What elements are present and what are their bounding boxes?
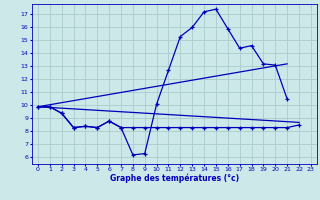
X-axis label: Graphe des températures (°c): Graphe des températures (°c): [110, 174, 239, 183]
